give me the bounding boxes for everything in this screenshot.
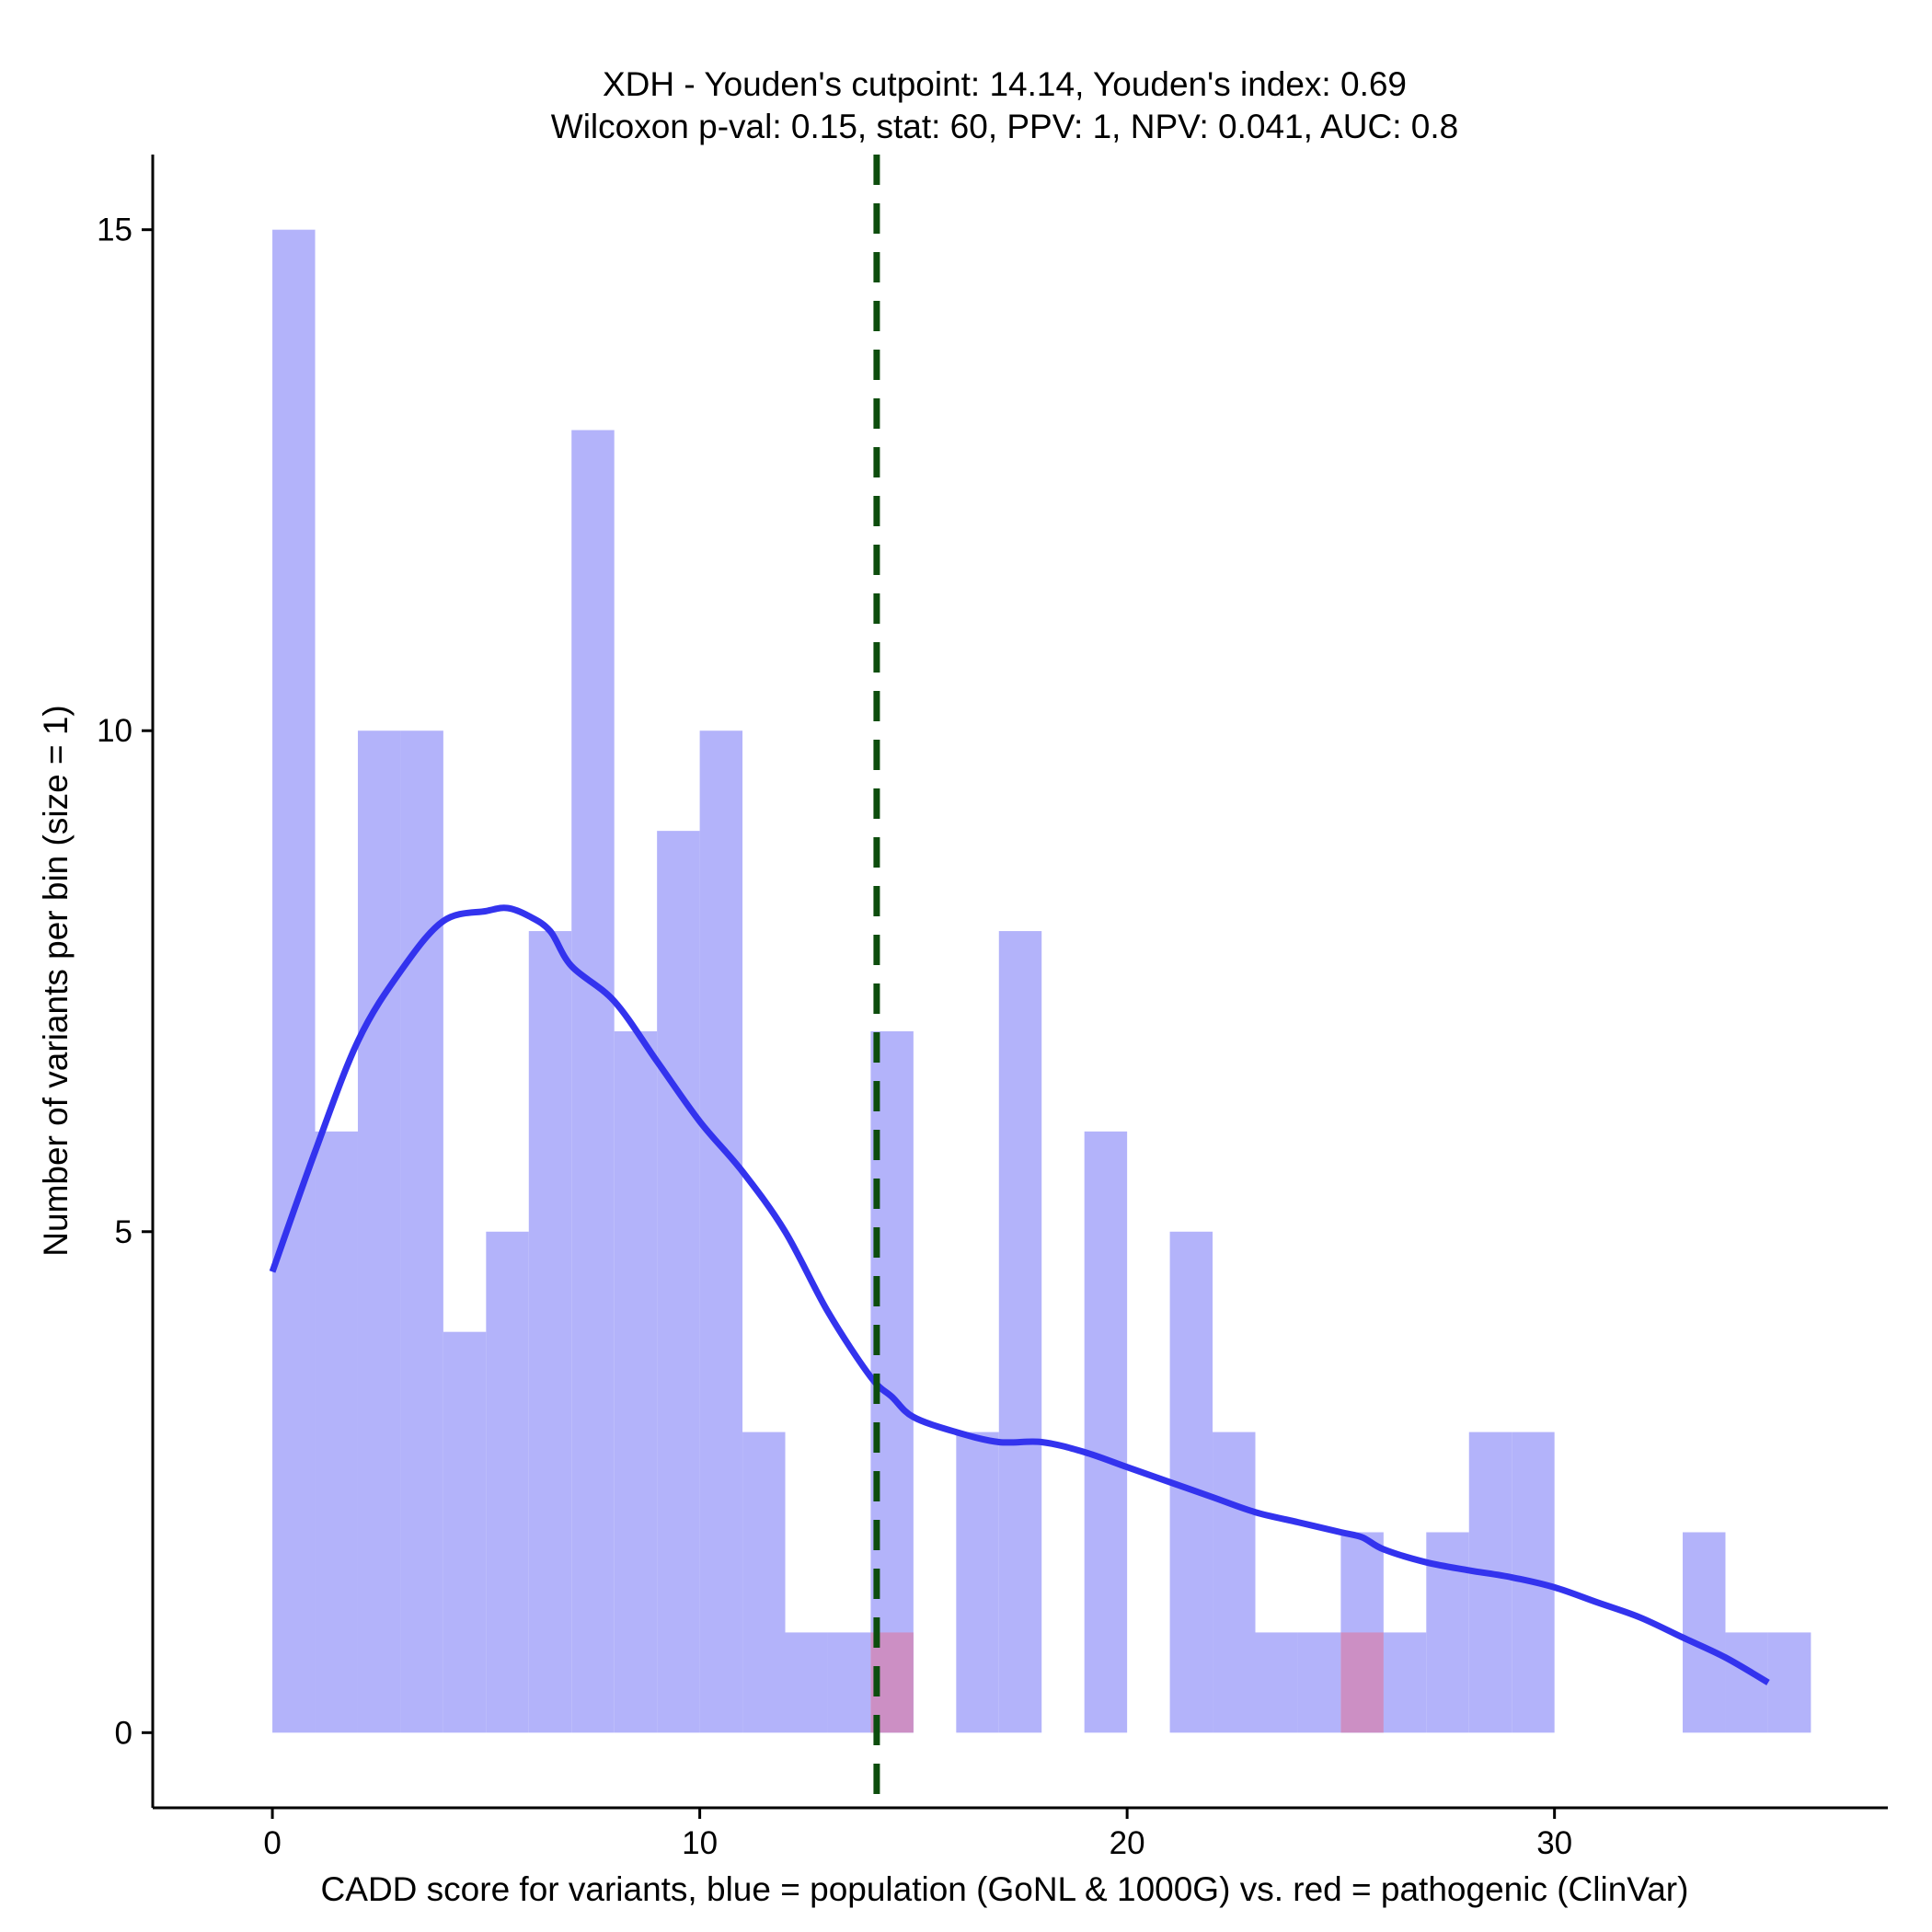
- population-bar: [1297, 1632, 1341, 1733]
- title-line-1: XDH - Youden's cutpoint: 14.14, Youden's…: [603, 65, 1407, 103]
- population-bar: [1255, 1632, 1298, 1733]
- population-bar: [400, 730, 443, 1733]
- population-bar: [1767, 1632, 1811, 1733]
- y-tick-label: 10: [97, 713, 132, 749]
- title-line-2: Wilcoxon p-val: 0.15, stat: 60, PPV: 1, …: [551, 108, 1458, 145]
- x-tick-label: 30: [1536, 1825, 1572, 1861]
- y-tick-label: 0: [115, 1715, 132, 1751]
- y-axis-label: Number of variants per bin (size = 1): [37, 705, 75, 1256]
- population-bar: [742, 1432, 786, 1733]
- population-bar: [699, 730, 743, 1733]
- x-tick-label: 10: [682, 1825, 718, 1861]
- density-curve: [269, 904, 1770, 1685]
- y-ticks: 0 5 10 15: [97, 213, 153, 1751]
- y-tick-label: 15: [97, 213, 132, 248]
- population-bar: [486, 1231, 529, 1733]
- population-bar: [357, 730, 401, 1733]
- y-tick-label: 5: [115, 1214, 132, 1250]
- population-bar: [272, 229, 316, 1733]
- x-tick-label: 20: [1110, 1825, 1145, 1861]
- x-axis-label: CADD score for variants, blue = populati…: [321, 1870, 1689, 1908]
- pathogenic-bar: [1340, 1632, 1384, 1733]
- population-bar: [1213, 1432, 1256, 1733]
- population-bar: [614, 1030, 658, 1733]
- population-bar: [443, 1331, 487, 1733]
- population-bar: [956, 1432, 999, 1733]
- population-bar: [1383, 1632, 1427, 1733]
- x-tick-label: 0: [263, 1825, 281, 1861]
- population-bars: [272, 229, 1811, 1733]
- population-bar: [528, 931, 572, 1733]
- x-ticks: 0 10 20 30: [263, 1808, 1572, 1861]
- population-bar: [571, 430, 615, 1733]
- population-bar: [1084, 1131, 1128, 1733]
- population-bar: [998, 931, 1042, 1733]
- population-bar: [1683, 1532, 1726, 1733]
- population-bar: [1468, 1432, 1512, 1733]
- population-bar: [827, 1632, 871, 1733]
- population-bar: [315, 1131, 358, 1733]
- population-bar: [657, 831, 700, 1733]
- population-bar: [1725, 1632, 1768, 1733]
- population-bar: [785, 1632, 828, 1733]
